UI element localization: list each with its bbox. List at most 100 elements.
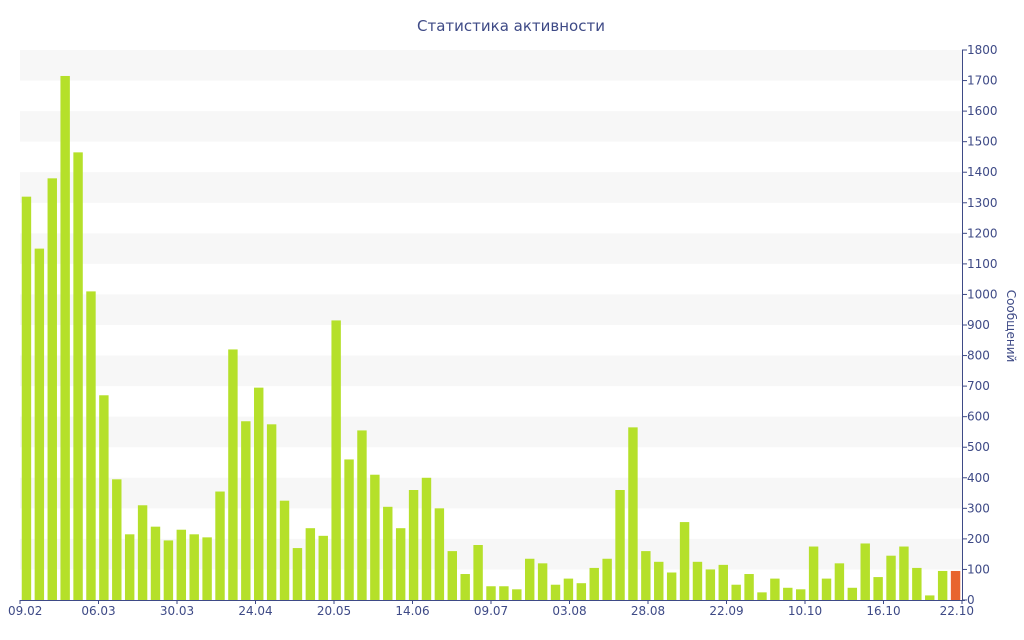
x-tick-label: 28.08 (631, 604, 665, 618)
bar[interactable] (847, 587, 858, 600)
bar[interactable] (47, 178, 57, 600)
grid-band (20, 111, 962, 142)
bar[interactable] (899, 546, 909, 600)
bar[interactable] (705, 569, 716, 600)
bar[interactable] (421, 477, 432, 600)
bar[interactable] (189, 534, 199, 600)
grid-band (20, 477, 962, 509)
bar[interactable] (628, 427, 638, 600)
chart-title: Статистика активности (417, 17, 605, 35)
y-tick-label: 900 (967, 318, 990, 332)
grid-band (20, 538, 962, 570)
bar[interactable] (886, 555, 896, 600)
bar[interactable] (641, 551, 651, 600)
y-tick-label: 1400 (967, 165, 998, 179)
bar[interactable] (950, 570, 961, 600)
y-axis-title: Сообщений (1004, 290, 1018, 363)
bar[interactable] (176, 529, 187, 600)
bar[interactable] (447, 551, 457, 600)
bar[interactable] (228, 349, 238, 600)
bar[interactable] (589, 567, 599, 600)
bar[interactable] (124, 534, 135, 600)
bar[interactable] (757, 592, 767, 600)
bar[interactable] (576, 583, 587, 600)
bar[interactable] (744, 574, 754, 600)
bars (21, 75, 961, 601)
bar[interactable] (537, 563, 548, 600)
x-tick-label: 03.08 (552, 604, 586, 618)
y-tick-label: 1000 (967, 287, 998, 301)
bar[interactable] (215, 491, 225, 600)
bar[interactable] (292, 548, 303, 600)
bar[interactable] (692, 561, 703, 600)
bar[interactable] (163, 540, 174, 600)
bar[interactable] (602, 558, 612, 600)
bar[interactable] (666, 572, 677, 601)
y-tick-label: 1800 (967, 43, 998, 57)
y-tick-label: 300 (967, 501, 990, 515)
bar[interactable] (408, 490, 419, 600)
bar[interactable] (473, 545, 483, 600)
bar[interactable] (808, 546, 819, 600)
bar[interactable] (783, 587, 793, 600)
x-tick-label: 16.10 (866, 604, 900, 618)
bar[interactable] (937, 570, 948, 600)
bar[interactable] (834, 563, 845, 600)
y-tick-label: 400 (967, 471, 990, 485)
bar[interactable] (73, 152, 83, 601)
bar[interactable] (679, 522, 690, 600)
bar[interactable] (795, 589, 806, 600)
grid-band (20, 233, 962, 264)
bar[interactable] (860, 543, 870, 600)
bar[interactable] (266, 424, 277, 600)
bar[interactable] (460, 574, 470, 600)
bar[interactable] (486, 586, 496, 600)
grid-bands (20, 50, 962, 570)
bar[interactable] (357, 430, 367, 600)
grid-band (20, 50, 962, 81)
bar[interactable] (318, 535, 328, 600)
y-tick-label: 1600 (967, 104, 998, 118)
bar[interactable] (718, 564, 728, 600)
bar[interactable] (305, 528, 316, 600)
bar[interactable] (912, 567, 922, 600)
bar[interactable] (331, 320, 341, 600)
bar[interactable] (499, 586, 509, 600)
bar[interactable] (821, 578, 832, 600)
y-tick-label: 700 (967, 379, 990, 393)
bar[interactable] (925, 595, 935, 600)
bar[interactable] (615, 490, 625, 600)
bar[interactable] (279, 500, 290, 600)
bar[interactable] (563, 578, 574, 600)
y-tick-label: 600 (967, 410, 990, 424)
y-tick-label: 200 (967, 532, 990, 546)
bar[interactable] (434, 508, 445, 600)
bar[interactable] (254, 387, 264, 600)
bar[interactable] (370, 474, 380, 600)
bar[interactable] (770, 578, 780, 600)
bar[interactable] (202, 537, 212, 600)
bar[interactable] (137, 505, 148, 600)
bar[interactable] (654, 561, 664, 600)
bar[interactable] (99, 395, 109, 600)
bar[interactable] (383, 506, 393, 600)
bar[interactable] (550, 584, 561, 600)
x-tick-label: 22.09 (709, 604, 743, 618)
bar[interactable] (112, 479, 122, 600)
bar[interactable] (873, 577, 883, 600)
x-tick-label: 06.03 (81, 604, 115, 618)
bar[interactable] (344, 459, 354, 600)
bar[interactable] (86, 291, 96, 600)
bar[interactable] (731, 584, 741, 600)
bar[interactable] (34, 248, 45, 601)
bar[interactable] (60, 75, 70, 601)
bar[interactable] (150, 526, 161, 600)
y-tick-label: 500 (967, 440, 990, 454)
bar[interactable] (395, 528, 406, 600)
bar[interactable] (512, 589, 522, 600)
bar[interactable] (21, 196, 32, 601)
y-tick-label: 1200 (967, 226, 998, 240)
bar[interactable] (525, 558, 535, 600)
bar[interactable] (241, 421, 251, 600)
x-tick-label: 10.10 (788, 604, 822, 618)
